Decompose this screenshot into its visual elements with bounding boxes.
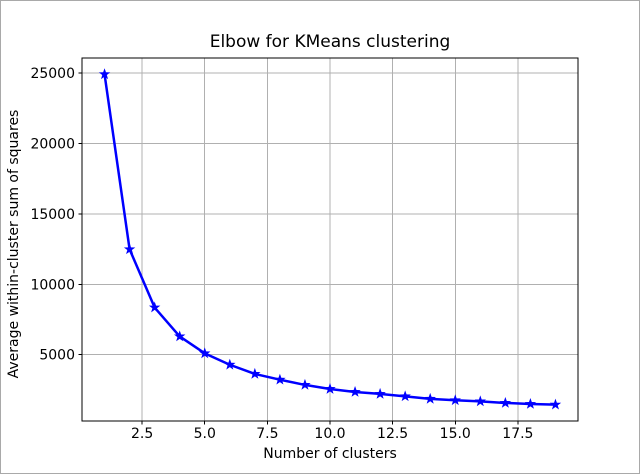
data-point-marker xyxy=(224,358,236,370)
data-point-marker xyxy=(274,373,286,385)
chart-title: Elbow for KMeans clustering xyxy=(209,32,451,52)
data-point-marker xyxy=(424,392,436,404)
x-tick-label: 7.5 xyxy=(256,426,278,442)
data-point-marker xyxy=(299,378,311,390)
data-point-marker xyxy=(499,396,512,408)
x-tick-label: 15.0 xyxy=(440,426,471,442)
x-tick-label: 17.5 xyxy=(502,426,533,442)
y-tick-label: 15000 xyxy=(30,207,75,223)
data-point-marker xyxy=(123,243,136,255)
x-axis-label: Number of clusters xyxy=(263,446,397,462)
x-tick-label: 10.0 xyxy=(314,426,345,442)
data-point-marker xyxy=(324,383,336,394)
data-point-marker xyxy=(474,395,487,407)
y-tick-label: 20000 xyxy=(30,136,75,152)
data-point-marker xyxy=(524,397,537,409)
data-point-marker xyxy=(173,330,186,342)
data-point-marker xyxy=(349,385,361,397)
y-tick-label: 5000 xyxy=(39,348,75,364)
data-point-marker xyxy=(148,301,161,313)
data-point-marker xyxy=(249,367,261,379)
axes-border xyxy=(81,57,579,422)
x-tick-label: 12.5 xyxy=(377,426,408,442)
y-tick-label: 10000 xyxy=(30,277,75,293)
data-point-marker xyxy=(399,390,411,402)
data-point-marker xyxy=(199,347,211,359)
y-tick-label: 25000 xyxy=(30,66,75,82)
data-point-marker xyxy=(449,394,461,406)
data-point-marker xyxy=(98,68,111,80)
x-tick-label: 5.0 xyxy=(194,426,216,442)
data-point-marker xyxy=(549,398,562,410)
data-point-marker xyxy=(374,387,386,399)
x-tick-label: 2.5 xyxy=(131,426,153,442)
